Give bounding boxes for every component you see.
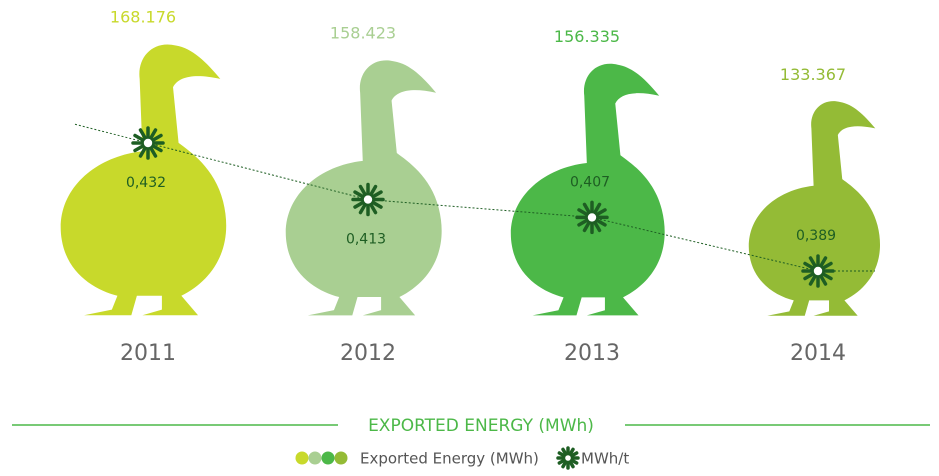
value-label: 133.367: [780, 65, 846, 84]
trend-extension: [74, 123, 149, 144]
star-ray: [569, 451, 579, 458]
star-ray: [557, 458, 567, 465]
star-ray: [577, 218, 589, 227]
x-tick-label: 2011: [120, 341, 176, 366]
ratio-label: 0,432: [126, 175, 166, 191]
star-ray: [582, 220, 591, 233]
legend-swatch: [334, 451, 348, 465]
value-label: 156.335: [554, 27, 620, 46]
legend-label: Exported Energy (MWh): [360, 450, 539, 468]
star-ray: [821, 261, 833, 270]
legend-label: MWh/t: [581, 450, 629, 468]
x-tick-label: 2012: [340, 341, 396, 366]
star-ray: [133, 133, 145, 142]
star-ray: [353, 190, 365, 199]
star-ray: [151, 133, 163, 142]
star-ray: [369, 203, 378, 215]
ratio-marker: [575, 200, 609, 235]
star-ray: [149, 146, 158, 158]
star-ray: [561, 459, 568, 469]
star-ray: [582, 202, 591, 214]
ratio-label: 0,407: [570, 174, 610, 190]
star-ray: [568, 447, 575, 457]
star-ray: [821, 272, 833, 281]
legend-swatch: [556, 446, 580, 470]
x-tick-label: 2013: [564, 341, 620, 366]
star-ray: [819, 256, 828, 268]
star-ray: [371, 200, 383, 209]
value-label: 158.423: [330, 24, 396, 43]
star-ray: [577, 208, 589, 217]
star-ray: [353, 200, 365, 209]
star-ray: [568, 459, 575, 469]
goose: [60, 44, 227, 316]
star-ray: [595, 208, 607, 217]
ratio-marker: [801, 254, 835, 288]
star-ray: [561, 447, 568, 457]
value-label: 168.176: [110, 8, 176, 27]
star-ray: [151, 144, 163, 153]
legend-swatch: [321, 451, 335, 465]
legend-swatch: [308, 451, 322, 465]
star-center: [813, 266, 823, 276]
star-ray: [803, 261, 815, 270]
star-ray: [803, 272, 815, 281]
star-ray: [808, 256, 817, 268]
x-tick-label: 2014: [790, 341, 846, 366]
ratio-line: [147, 142, 819, 272]
star-center: [363, 195, 373, 204]
star-ray: [149, 128, 158, 140]
star-center: [143, 138, 153, 148]
star-ray: [593, 202, 602, 214]
star-ray: [569, 458, 579, 465]
star-center: [565, 455, 571, 461]
star-ray: [808, 274, 817, 286]
star-ray: [593, 220, 602, 233]
goose: [748, 101, 881, 316]
ratio-marker: [131, 126, 165, 160]
star-ray: [557, 451, 567, 458]
legend-swatch: [295, 451, 309, 465]
star-ray: [138, 146, 147, 158]
star-ray: [133, 144, 145, 153]
ratio-label: 0,413: [346, 232, 386, 248]
ratio-label: 0,389: [796, 228, 836, 244]
star-ray: [595, 218, 607, 227]
chart-title: EXPORTED ENERGY (MWh): [368, 416, 594, 436]
star-ray: [371, 190, 383, 199]
star-ray: [819, 274, 828, 286]
star-ray: [138, 128, 147, 140]
goose: [510, 63, 665, 316]
star-ray: [369, 184, 378, 197]
star-ray: [358, 184, 367, 197]
goose: [285, 60, 442, 316]
star-center: [587, 213, 597, 222]
ratio-marker: [351, 182, 385, 217]
star-ray: [358, 203, 367, 215]
